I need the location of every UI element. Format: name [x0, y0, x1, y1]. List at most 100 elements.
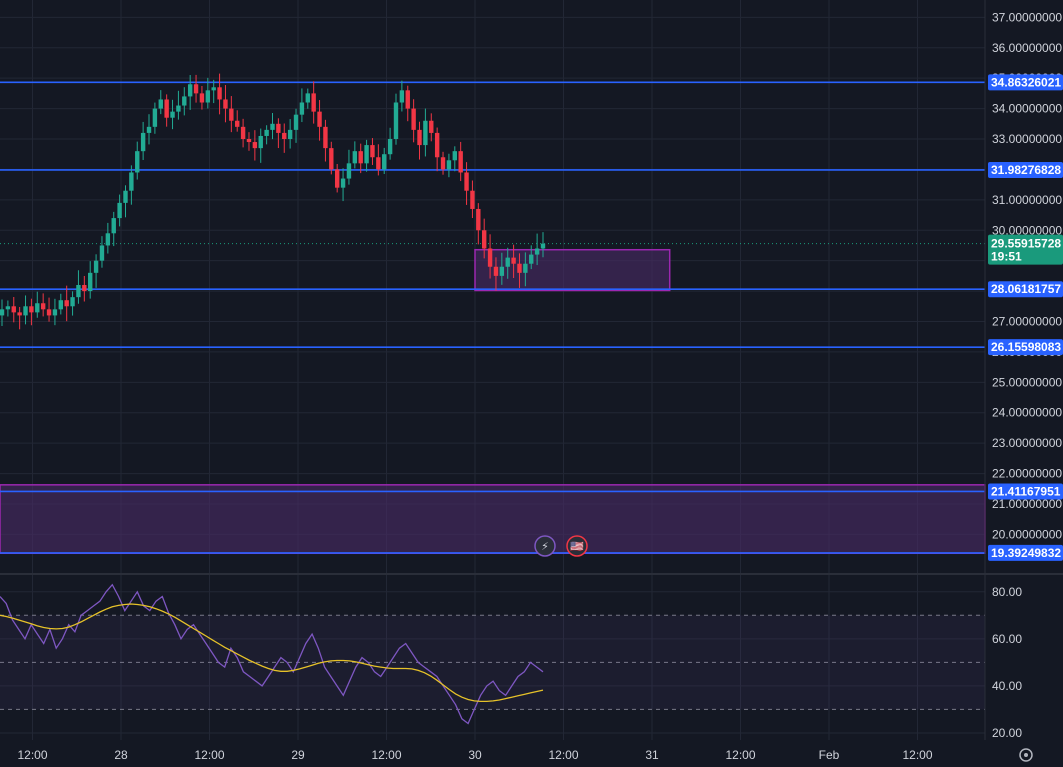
- candle-body[interactable]: [223, 99, 228, 109]
- candle-body[interactable]: [423, 120, 428, 146]
- candle-body[interactable]: [358, 151, 363, 164]
- us-flag-icon[interactable]: [566, 535, 588, 557]
- candle-body[interactable]: [305, 93, 310, 103]
- candle-body[interactable]: [176, 105, 181, 112]
- candle-body[interactable]: [252, 142, 258, 149]
- candle-body[interactable]: [217, 87, 222, 100]
- candle-body[interactable]: [399, 90, 405, 103]
- rsi-ma-line[interactable]: [0, 603, 544, 703]
- candle-body[interactable]: [505, 257, 510, 267]
- candle-body[interactable]: [376, 157, 381, 170]
- level-price-tag[interactable]: [988, 281, 1063, 298]
- candle-body[interactable]: [511, 257, 516, 264]
- candle-body[interactable]: [93, 260, 99, 273]
- candle-body[interactable]: [111, 218, 116, 234]
- lower-zone[interactable]: [0, 484, 986, 555]
- level-price-tag[interactable]: [988, 483, 1063, 500]
- candle-body[interactable]: [493, 266, 499, 276]
- candle-body[interactable]: [429, 120, 434, 133]
- candle-body[interactable]: [446, 160, 452, 170]
- level-price-tag[interactable]: [988, 161, 1063, 178]
- candle-body[interactable]: [452, 151, 457, 161]
- candle-body[interactable]: [499, 266, 505, 276]
- candle-body[interactable]: [346, 163, 352, 179]
- candle-body[interactable]: [235, 120, 240, 127]
- candle-body[interactable]: [105, 233, 111, 246]
- candle-body[interactable]: [364, 145, 369, 164]
- candle-body[interactable]: [258, 135, 263, 149]
- candle-body[interactable]: [205, 90, 211, 103]
- candle-body[interactable]: [0, 309, 5, 316]
- candle-body[interactable]: [23, 306, 28, 316]
- candle-body[interactable]: [370, 145, 375, 158]
- candle-body[interactable]: [240, 126, 246, 140]
- candle-body[interactable]: [311, 93, 316, 112]
- candle-body[interactable]: [329, 148, 334, 170]
- candle-body[interactable]: [158, 99, 163, 109]
- candle-body[interactable]: [299, 102, 305, 115]
- candle-body[interactable]: [264, 129, 269, 136]
- candle-body[interactable]: [534, 248, 540, 255]
- candle-body[interactable]: [317, 111, 322, 127]
- level-price-tag[interactable]: [988, 339, 1063, 356]
- candle-body[interactable]: [146, 126, 152, 133]
- candle-body[interactable]: [52, 309, 58, 316]
- candle-body[interactable]: [164, 99, 169, 118]
- candle-body[interactable]: [29, 306, 34, 313]
- candle-body[interactable]: [476, 208, 481, 231]
- candle-body[interactable]: [140, 132, 146, 152]
- candle-body[interactable]: [282, 132, 287, 140]
- candle-body[interactable]: [523, 263, 528, 273]
- candle-body[interactable]: [193, 84, 199, 94]
- candle-body[interactable]: [229, 108, 234, 121]
- candle-body[interactable]: [70, 297, 75, 307]
- candle-body[interactable]: [88, 272, 93, 292]
- candle-body[interactable]: [382, 154, 387, 170]
- candle-body[interactable]: [40, 303, 46, 310]
- candle-body[interactable]: [170, 111, 175, 118]
- candle-body[interactable]: [117, 202, 122, 219]
- candle-body[interactable]: [187, 84, 193, 97]
- candle-body[interactable]: [182, 96, 187, 106]
- candle-body[interactable]: [517, 263, 522, 273]
- level-price-tag[interactable]: [988, 74, 1063, 91]
- candle-body[interactable]: [540, 243, 546, 249]
- candle-body[interactable]: [411, 108, 416, 130]
- candle-body[interactable]: [270, 123, 275, 130]
- candle-body[interactable]: [417, 129, 422, 146]
- candle-body[interactable]: [470, 190, 475, 209]
- candle-body[interactable]: [5, 306, 11, 310]
- candle-body[interactable]: [11, 306, 16, 313]
- candle-body[interactable]: [434, 132, 440, 158]
- level-price-tag[interactable]: [988, 544, 1063, 561]
- candle-body[interactable]: [82, 285, 87, 292]
- candle-body[interactable]: [276, 123, 281, 133]
- candle-body[interactable]: [464, 172, 469, 191]
- candle-body[interactable]: [458, 151, 463, 173]
- candle-body[interactable]: [64, 300, 69, 307]
- rsi-line[interactable]: [0, 583, 544, 725]
- candle-body[interactable]: [152, 108, 158, 127]
- candle-body[interactable]: [323, 126, 328, 149]
- lightning-icon[interactable]: [534, 535, 556, 557]
- candle-body[interactable]: [246, 139, 252, 143]
- candle-body[interactable]: [393, 102, 399, 140]
- candle-body[interactable]: [481, 230, 487, 249]
- candle-body[interactable]: [405, 90, 410, 109]
- candle-body[interactable]: [199, 93, 205, 103]
- candle-body[interactable]: [387, 139, 393, 155]
- candle-body[interactable]: [211, 87, 216, 91]
- candle-body[interactable]: [487, 248, 493, 267]
- candle-body[interactable]: [58, 300, 64, 310]
- gear-icon[interactable]: [1019, 748, 1033, 762]
- candle-body[interactable]: [99, 245, 105, 261]
- candle-body[interactable]: [334, 169, 340, 188]
- candle-body[interactable]: [287, 129, 293, 140]
- candle-body[interactable]: [440, 157, 446, 170]
- candle-body[interactable]: [529, 254, 534, 264]
- candle-body[interactable]: [135, 151, 140, 173]
- candle-body[interactable]: [46, 309, 52, 316]
- candle-body[interactable]: [123, 190, 128, 203]
- candle-body[interactable]: [76, 285, 81, 298]
